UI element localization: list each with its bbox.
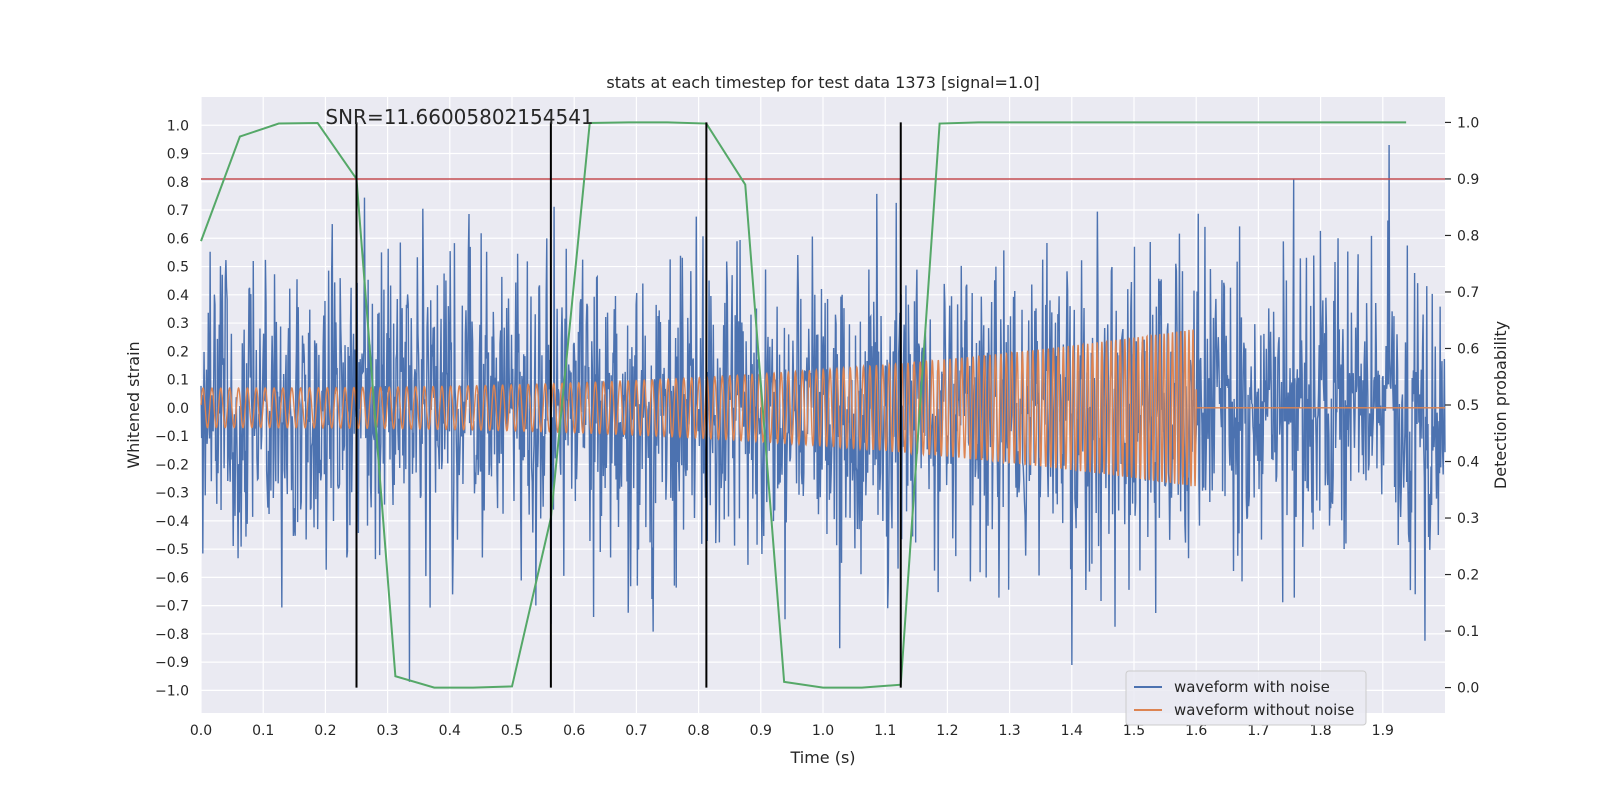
x-tick-label: 0.5: [501, 723, 523, 739]
x-tick-label: 0.6: [563, 723, 585, 739]
x-tick-label: 1.2: [936, 723, 958, 739]
y-tick-label: 0.0: [167, 401, 189, 417]
y-tick-label: −0.9: [155, 655, 189, 671]
y-tick-label: 0.2: [167, 344, 189, 360]
y-tick-label: −0.1: [155, 429, 189, 445]
legend: waveform with noise waveform without nois…: [1125, 670, 1367, 726]
y-tick-label: −0.2: [155, 457, 189, 473]
y2-tick-label: 0.3: [1457, 511, 1479, 527]
series-detection-probability: [200, 121, 1407, 689]
y-tick-label: −1.0: [155, 683, 189, 699]
y-tick-label: −0.3: [155, 486, 189, 502]
line-waveform-without-noise: [200, 329, 1445, 487]
line-detection-probability: [200, 121, 1407, 689]
line-waveform-with-noise: [200, 145, 1446, 682]
y-tick-label: 0.3: [167, 316, 189, 332]
y2-tick-label: 0.4: [1457, 455, 1479, 471]
y-tick-label: 0.5: [167, 260, 189, 276]
x-tick-label: 0.4: [439, 723, 461, 739]
x-tick-label: 0.7: [625, 723, 647, 739]
y-tick-label: 0.9: [167, 147, 189, 163]
y2-tick-label: 0.9: [1457, 172, 1479, 188]
x-tick-label: 1.9: [1372, 723, 1394, 739]
y2-tick-label: 0.2: [1457, 568, 1479, 584]
y-tick-label: 0.7: [167, 203, 189, 219]
y-tick-label: 1.0: [167, 118, 189, 134]
y-tick-label: −0.5: [155, 542, 189, 558]
x-tick-label: 1.5: [1123, 723, 1145, 739]
x-tick-label: 0.9: [750, 723, 772, 739]
x-ticks: 0.0 0.1 0.2 0.3 0.4 0.5 0.6 0.7 0.8 0.9 1.0 1.1 1.2 1…: [190, 723, 1394, 739]
y-axis-label: Whitened strain: [124, 341, 143, 468]
x-tick-label: 1.1: [874, 723, 896, 739]
y2-tick-label: 0.6: [1457, 341, 1479, 357]
y2-tick-label: 0.7: [1457, 285, 1479, 301]
y-tick-label: −0.6: [155, 570, 189, 586]
chart-title: stats at each timestep for test data 137…: [606, 73, 1039, 92]
x-tick-label: 0.2: [314, 723, 336, 739]
x-tick-label: 1.4: [1061, 723, 1083, 739]
legend-entry: waveform with noise: [1174, 678, 1330, 696]
x-tick-label: 1.3: [998, 723, 1020, 739]
x-tick-label: 0.3: [376, 723, 398, 739]
y-ticks: −1.0 −0.9 −0.8 −0.7 −0.6 −0.5 −0.4 −0.3 −0.2 −0.1…: [155, 118, 189, 699]
y-tick-label: 0.1: [167, 373, 189, 389]
legend-box: [1125, 670, 1367, 726]
y2-tick-label: 0.8: [1457, 228, 1479, 244]
y2-tick-label: 0.1: [1457, 624, 1479, 640]
vertical-markers: [355, 122, 902, 688]
y2-tick-label: 0.0: [1457, 681, 1479, 697]
series-waveform-with-noise: [200, 145, 1446, 682]
y-tick-label: 0.8: [167, 175, 189, 191]
x-tick-label: 1.0: [812, 723, 834, 739]
series-waveform-without-noise: [200, 329, 1445, 487]
x-tick-label: 1.7: [1247, 723, 1269, 739]
x-tick-label: 1.8: [1309, 723, 1331, 739]
snr-annotation: SNR=11.66005802154541: [325, 105, 593, 129]
x-tick-label: 1.6: [1185, 723, 1207, 739]
y2-axis-label: Detection probability: [1491, 321, 1510, 489]
x-tick-label: 0.0: [190, 723, 212, 739]
y-tick-label: −0.7: [155, 599, 189, 615]
y-tick-label: −0.4: [155, 514, 189, 530]
y-tick-label: 0.6: [167, 231, 189, 247]
x-axis-label: Time (s): [789, 748, 855, 767]
y2-ticks: 0.0 0.1 0.2 0.3 0.4 0.5 0.6 0.7 0.8 0.9 1.0: [1445, 115, 1479, 697]
y-tick-label: −0.8: [155, 627, 189, 643]
y-tick-label: 0.4: [167, 288, 189, 304]
x-tick-label: 0.1: [252, 723, 274, 739]
y2-tick-label: 0.5: [1457, 398, 1479, 414]
x-tick-label: 0.8: [687, 723, 709, 739]
legend-entry: waveform without noise: [1174, 701, 1354, 719]
y2-tick-label: 1.0: [1457, 115, 1479, 131]
